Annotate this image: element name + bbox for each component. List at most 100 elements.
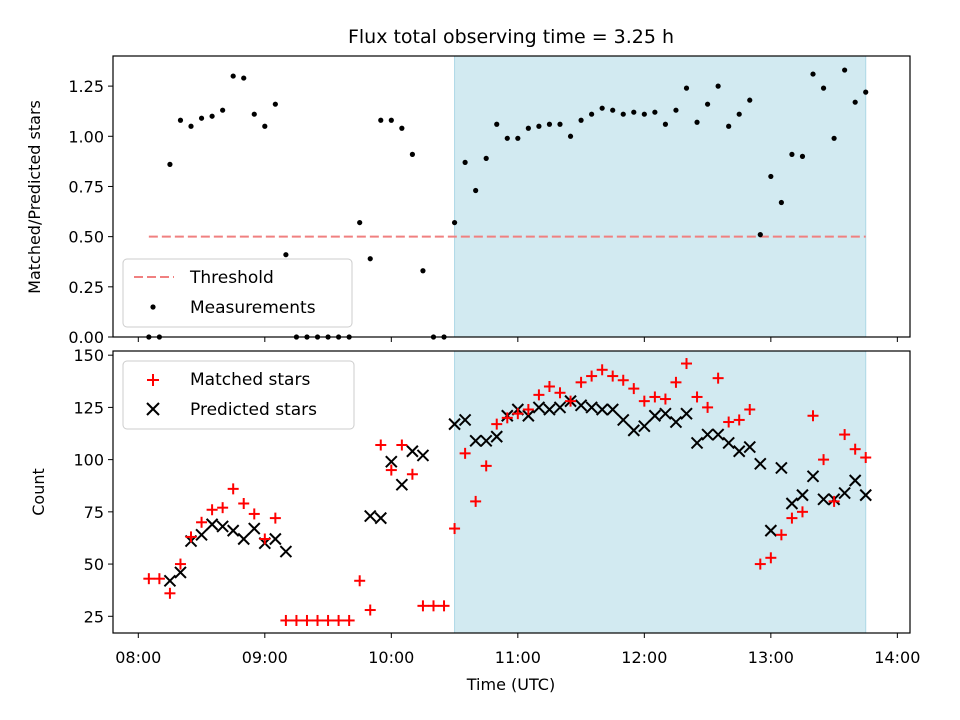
count-points xyxy=(143,358,872,626)
measurement-point xyxy=(578,117,584,123)
measurement-point xyxy=(494,121,500,127)
matched-star-point xyxy=(217,502,229,514)
measurement-point xyxy=(409,151,416,157)
predicted-star-point xyxy=(543,403,556,416)
matched-star-point xyxy=(375,439,387,451)
predicted-star-point xyxy=(585,401,598,414)
bottom-y-ticks: 25 50 75 100 125 150 xyxy=(73,346,113,626)
matched-star-point xyxy=(786,512,798,524)
top-x-ticks xyxy=(137,337,898,342)
measurement-point xyxy=(620,111,626,117)
measurement-point xyxy=(367,256,373,262)
matched-star-point xyxy=(290,614,302,626)
y-tick-label: 0.50 xyxy=(68,228,104,247)
matched-star-point xyxy=(364,604,376,616)
predicted-star-point xyxy=(226,524,240,537)
predicted-star-point xyxy=(606,403,619,416)
measurement-point xyxy=(715,83,721,89)
measurement-point xyxy=(820,85,827,91)
x-tick-label: 08:00 xyxy=(115,648,161,667)
measurement-point xyxy=(378,117,384,123)
matched-star-point xyxy=(765,552,777,564)
predicted-star-point xyxy=(364,509,377,523)
bottom-legend-box xyxy=(122,360,355,430)
predicted-star-point xyxy=(764,524,778,537)
measurement-point xyxy=(567,133,574,139)
measurement-point xyxy=(536,123,542,129)
measurement-point xyxy=(272,101,278,107)
matched-star-point xyxy=(828,495,840,507)
top-y-axis-label: Matched/Predicted stars xyxy=(25,100,44,294)
predicted-star-point xyxy=(469,434,482,448)
bottom-shaded-region xyxy=(454,350,867,634)
matched-star-point xyxy=(238,497,250,509)
y-tick-label: 25 xyxy=(84,607,104,626)
matched-star-point xyxy=(775,529,787,541)
predicted-star-point xyxy=(522,409,535,422)
matched-star-point xyxy=(491,418,503,430)
predicted-star-point xyxy=(174,566,187,579)
legend-predicted-swatch xyxy=(146,402,160,416)
matched-star-point xyxy=(164,587,176,599)
measurement-point xyxy=(420,268,426,274)
predicted-star-point xyxy=(490,430,503,443)
measurement-point xyxy=(726,123,732,129)
predicted-star-point xyxy=(269,532,282,546)
matched-star-point xyxy=(659,393,671,405)
bottom-panel: 25 50 75 100 125 150 08:00 09:00 10:00 11:00 12:0… xyxy=(29,346,920,694)
matched-star-point xyxy=(470,495,482,507)
predicted-star-point xyxy=(838,486,851,500)
predicted-star-point xyxy=(627,424,640,437)
matched-star-point xyxy=(343,614,355,626)
measurement-point xyxy=(852,99,858,105)
x-tick-label: 09:00 xyxy=(242,648,288,667)
measurement-point xyxy=(241,75,247,81)
measurement-point xyxy=(631,109,637,115)
top-panel: 0.00 0.25 0.50 0.75 1.00 1.25 Flux total obse… xyxy=(25,26,911,347)
legend-predicted-label: Predicted stars xyxy=(190,400,317,420)
predicted-star-point xyxy=(848,474,862,487)
measurement-point xyxy=(357,219,363,226)
measurement-point xyxy=(789,151,795,157)
measurement-point xyxy=(683,85,690,91)
predicted-star-point xyxy=(416,449,430,462)
x-tick-label: 10:00 xyxy=(368,648,414,667)
matched-star-point xyxy=(849,443,861,455)
measurement-point xyxy=(799,153,806,159)
measurement-points xyxy=(146,67,869,340)
measurement-point xyxy=(515,135,521,141)
predicted-star-point xyxy=(701,428,714,441)
predicted-star-point xyxy=(195,528,208,542)
matched-star-point xyxy=(512,408,524,420)
matched-star-point xyxy=(269,512,281,524)
measurement-point xyxy=(810,71,816,77)
matched-star-point xyxy=(807,410,819,422)
predicted-star-point xyxy=(775,461,788,475)
matched-star-point xyxy=(586,370,598,382)
x-tick-label: 12:00 xyxy=(621,648,667,667)
matched-star-point xyxy=(670,376,682,388)
measurement-point xyxy=(230,73,236,79)
predicted-star-point xyxy=(553,401,567,414)
measurement-point xyxy=(546,121,553,127)
matched-star-point xyxy=(818,454,830,466)
matched-star-point xyxy=(417,600,429,612)
predicted-star-point xyxy=(385,455,398,468)
predicted-star-point xyxy=(743,440,756,454)
measurement-point xyxy=(673,107,679,113)
predicted-star-point xyxy=(659,407,672,420)
matched-star-point xyxy=(312,614,324,626)
matched-star-point xyxy=(617,374,629,386)
predicted-star-point xyxy=(479,434,493,448)
measurement-point xyxy=(757,232,763,238)
measurement-point xyxy=(778,199,784,206)
predicted-star-point xyxy=(669,415,683,429)
legend-measurements-label: Measurements xyxy=(190,298,316,318)
y-tick-label: 1.25 xyxy=(68,77,104,96)
matched-star-point xyxy=(522,403,534,415)
measurement-point xyxy=(251,111,257,117)
matched-star-point xyxy=(712,372,724,384)
measurement-point xyxy=(704,101,711,107)
matched-star-point xyxy=(280,614,292,626)
